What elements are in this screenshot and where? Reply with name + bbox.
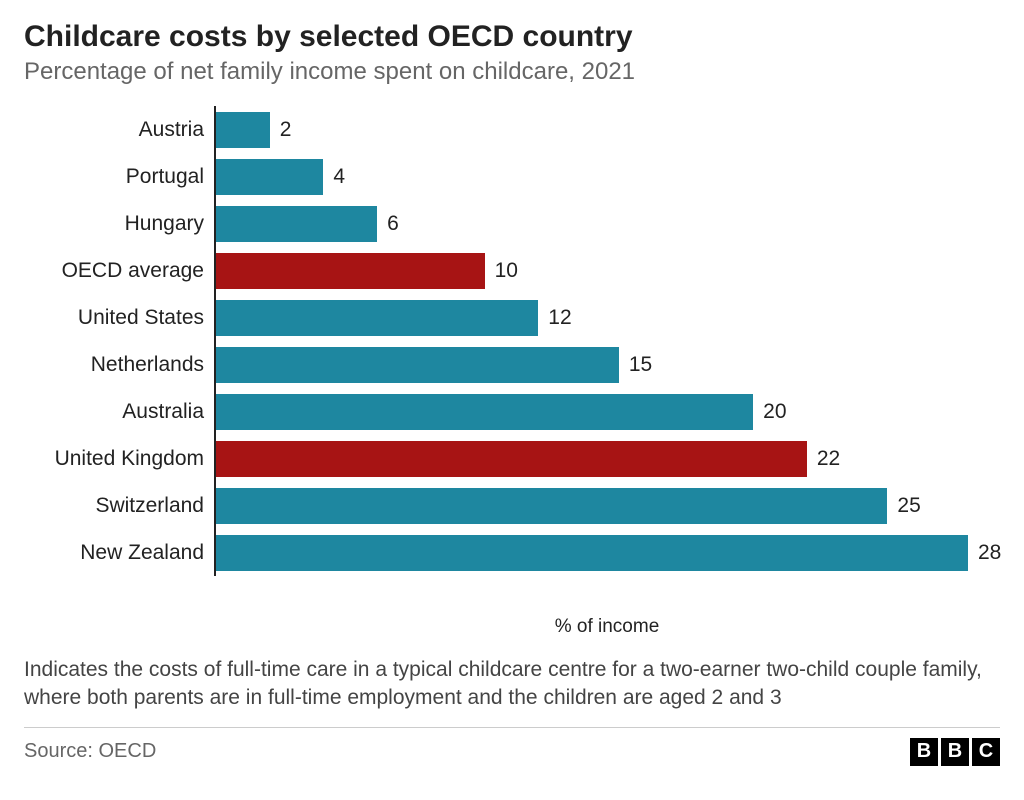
bar-row: New Zealand 28 <box>24 529 1000 576</box>
bar-row: Australia 20 <box>24 388 1000 435</box>
bar-row: United States 12 <box>24 294 1000 341</box>
bar-track: 28 <box>214 529 1001 576</box>
bar-chart: Austria 2 Portugal 4 Hungary 6 OECD average 10 U… <box>24 106 1000 606</box>
bar-track: 22 <box>214 435 1000 482</box>
bar-row: Hungary 6 <box>24 200 1000 247</box>
bar-category-label: Netherlands <box>24 353 214 377</box>
bar-category-label: OECD average <box>24 259 214 283</box>
bbc-logo-box: C <box>972 738 1000 766</box>
chart-title: Childcare costs by selected OECD country <box>24 20 1000 54</box>
bar-value-label: 28 <box>978 541 1001 565</box>
bar-row: Portugal 4 <box>24 153 1000 200</box>
bar-value-label: 22 <box>817 447 840 471</box>
bar <box>216 347 619 383</box>
bar-track: 4 <box>214 153 1000 200</box>
bar-track: 20 <box>214 388 1000 435</box>
bar-value-label: 20 <box>763 400 786 424</box>
bar-row: Netherlands 15 <box>24 341 1000 388</box>
bar-value-label: 2 <box>280 118 292 142</box>
bbc-logo-box: B <box>910 738 938 766</box>
bar-category-label: United States <box>24 306 214 330</box>
bar-category-label: Portugal <box>24 165 214 189</box>
bar-category-label: Australia <box>24 400 214 424</box>
bar-value-label: 15 <box>629 353 652 377</box>
bar <box>216 159 323 195</box>
bar <box>216 394 753 430</box>
bar <box>216 488 887 524</box>
bar-track: 12 <box>214 294 1000 341</box>
bbc-logo: BBC <box>910 738 1000 766</box>
bar-value-label: 6 <box>387 212 399 236</box>
bar-category-label: New Zealand <box>24 541 214 565</box>
chart-footnote: Indicates the costs of full-time care in… <box>24 656 1000 713</box>
footer-row: Source: OECD BBC <box>24 738 1000 766</box>
bar-value-label: 10 <box>495 259 518 283</box>
x-axis-label: % of income <box>214 606 1000 638</box>
bar-value-label: 25 <box>897 494 920 518</box>
bar-track: 2 <box>214 106 1000 153</box>
bar-category-label: United Kingdom <box>24 447 214 471</box>
bar-value-label: 12 <box>548 306 571 330</box>
bar <box>216 441 807 477</box>
axis-row: % of income <box>24 606 1000 636</box>
bar-row: OECD average 10 <box>24 247 1000 294</box>
bar-category-label: Austria <box>24 118 214 142</box>
bar-category-label: Switzerland <box>24 494 214 518</box>
bbc-logo-box: B <box>941 738 969 766</box>
bar-value-label: 4 <box>333 165 345 189</box>
bar-track: 15 <box>214 341 1000 388</box>
source-text: Source: OECD <box>24 740 156 763</box>
bar-row: Switzerland 25 <box>24 482 1000 529</box>
bar-track: 25 <box>214 482 1000 529</box>
bar-row: United Kingdom 22 <box>24 435 1000 482</box>
bar-track: 10 <box>214 247 1000 294</box>
bar <box>216 300 538 336</box>
chart-subtitle: Percentage of net family income spent on… <box>24 58 1000 86</box>
bar-row: Austria 2 <box>24 106 1000 153</box>
bar-category-label: Hungary <box>24 212 214 236</box>
bar <box>216 206 377 242</box>
bar <box>216 535 968 571</box>
bar <box>216 253 485 289</box>
footer-divider <box>24 727 1000 728</box>
bar-track: 6 <box>214 200 1000 247</box>
bar <box>216 112 270 148</box>
